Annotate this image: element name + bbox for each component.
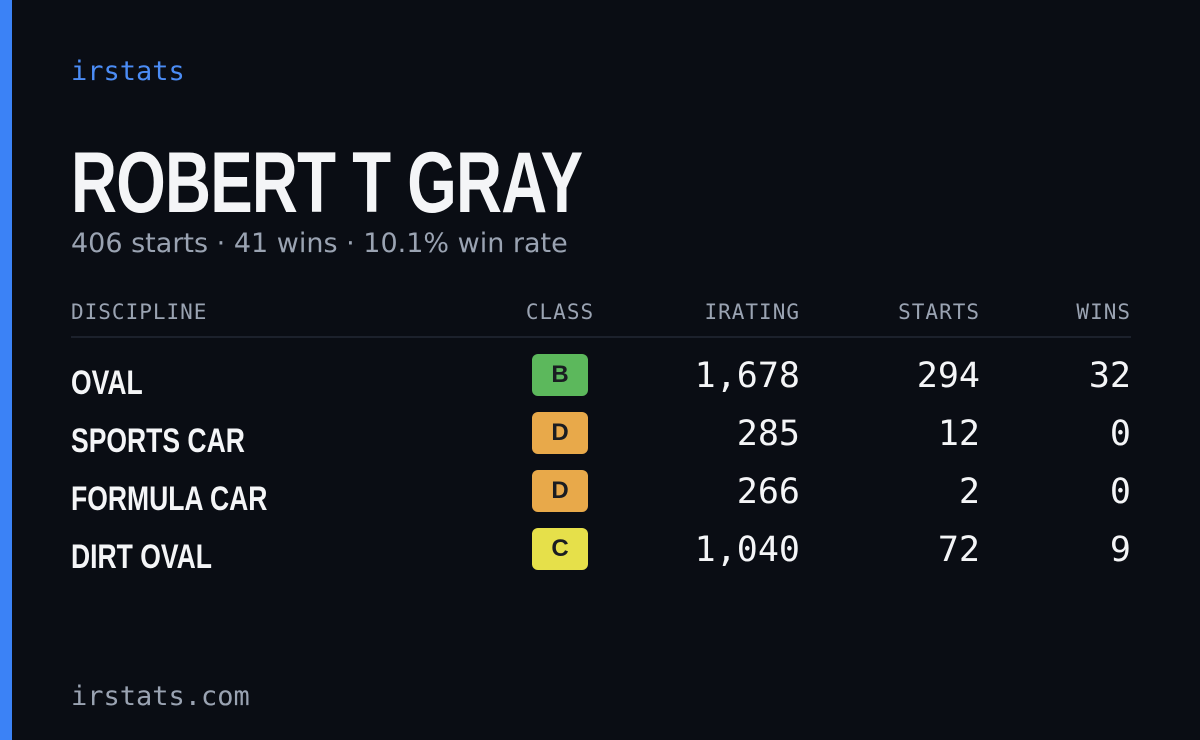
header-rule (71, 336, 1131, 338)
class-badge: B (532, 354, 588, 396)
wins: 0 (1109, 414, 1131, 454)
column-header: STARTS (898, 300, 980, 324)
discipline: SPORTS CAR (71, 422, 245, 460)
starts: 294 (916, 356, 980, 396)
irating: 266 (736, 472, 800, 512)
driver-summary: 406 starts · 41 wins · 10.1% win rate (71, 228, 568, 259)
class-badge: D (532, 412, 588, 454)
brand: irstats (71, 56, 185, 87)
column-header: WINS (1076, 300, 1131, 324)
discipline: FORMULA CAR (71, 480, 268, 518)
irating: 1,040 (694, 530, 800, 570)
discipline: DIRT OVAL (71, 538, 212, 576)
column-header: CLASS (525, 300, 595, 324)
discipline: OVAL (71, 364, 143, 402)
starts: 2 (958, 472, 980, 512)
class-badge: C (532, 528, 588, 570)
class-badge: D (532, 470, 588, 512)
column-header: IRATING (704, 300, 800, 324)
irating: 285 (736, 414, 800, 454)
column-header: DISCIPLINE (71, 300, 208, 324)
driver-name: ROBERT T GRAY (71, 135, 583, 231)
accent-bar (0, 0, 12, 740)
wins: 32 (1088, 356, 1131, 396)
irating: 1,678 (694, 356, 800, 396)
footer: irstats.com (71, 681, 250, 712)
wins: 9 (1109, 530, 1131, 570)
wins: 0 (1109, 472, 1131, 512)
starts: 72 (937, 530, 980, 570)
starts: 12 (937, 414, 980, 454)
